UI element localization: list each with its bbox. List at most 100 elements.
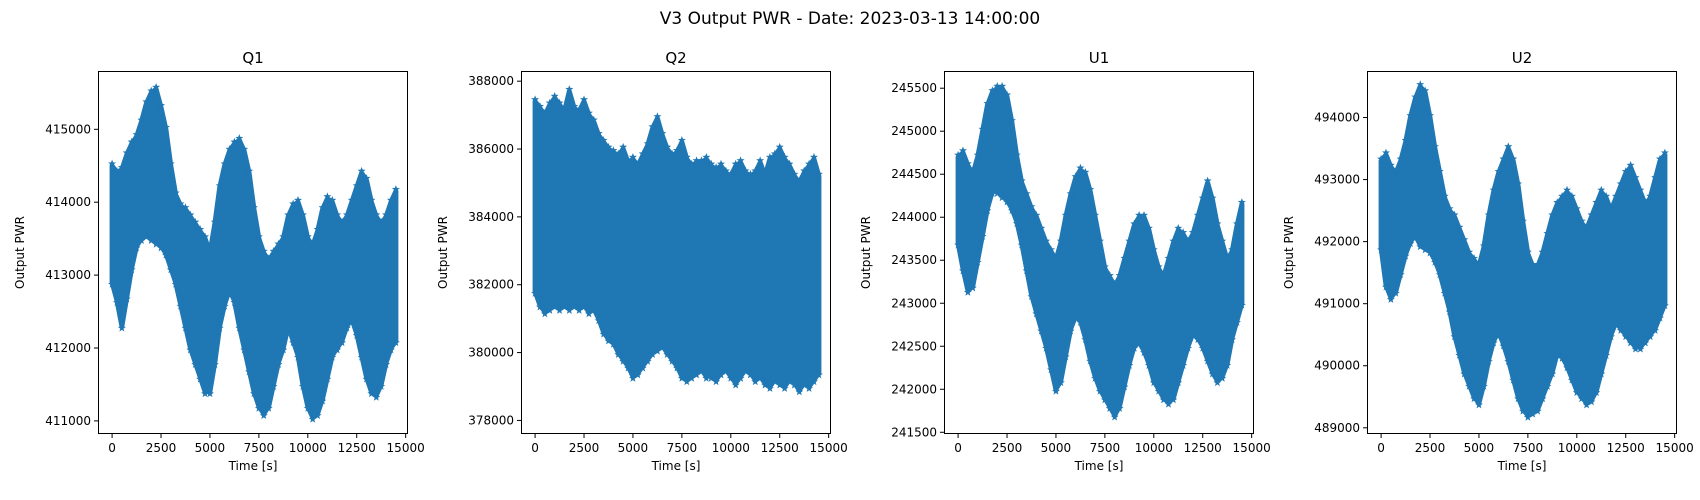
data-point-upper xyxy=(225,144,234,153)
data-point-upper xyxy=(1140,211,1149,219)
data-point-lower xyxy=(1213,378,1222,387)
data-point-lower xyxy=(1460,369,1469,378)
data-point-upper xyxy=(1184,236,1193,245)
data-point-upper xyxy=(580,95,589,103)
x-tick-label: 2500 xyxy=(992,441,1023,455)
data-point-lower xyxy=(1232,318,1241,326)
data-point-lower xyxy=(677,374,686,382)
data-point-lower xyxy=(308,415,317,423)
data-point-lower xyxy=(333,345,342,354)
data-point-lower xyxy=(535,302,544,311)
data-point-lower xyxy=(1228,335,1237,344)
data-point-lower xyxy=(391,338,400,347)
data-point-lower xyxy=(377,382,386,390)
data-point-lower xyxy=(1465,382,1474,390)
data-point-upper xyxy=(333,210,342,219)
data-point-lower xyxy=(1631,344,1640,353)
data-point-upper xyxy=(1391,167,1400,175)
data-point-upper xyxy=(1450,210,1459,219)
data-point-lower xyxy=(1032,309,1041,318)
data-point-upper xyxy=(112,166,121,175)
data-point-upper xyxy=(259,247,268,255)
data-point-lower xyxy=(1022,266,1031,275)
data-point-lower xyxy=(736,374,745,382)
data-point-lower xyxy=(721,367,730,375)
data-point-lower xyxy=(1003,197,1012,206)
data-point-lower xyxy=(372,393,381,401)
x-tick-label: 15000 xyxy=(1233,441,1271,455)
data-point-lower xyxy=(161,251,170,259)
data-point-lower xyxy=(347,316,356,325)
data-point-upper xyxy=(166,159,175,168)
data-point-lower xyxy=(963,288,972,296)
data-point-upper xyxy=(731,159,740,168)
data-point-upper xyxy=(1105,271,1114,279)
data-point-lower xyxy=(1125,361,1134,369)
data-point-lower xyxy=(1474,400,1483,409)
y-tick-label: 411000 xyxy=(45,414,91,428)
data-point-lower xyxy=(235,323,244,332)
marker-group xyxy=(954,82,1246,421)
data-point-upper xyxy=(594,129,603,137)
data-point-upper xyxy=(988,86,997,94)
data-point-lower xyxy=(176,302,185,310)
data-point-upper xyxy=(1130,219,1139,228)
data-point-upper xyxy=(983,99,992,107)
y-tick-label: 388000 xyxy=(468,74,514,88)
data-point-lower xyxy=(550,302,559,311)
x-tick-label: 10000 xyxy=(1558,441,1596,455)
data-point-upper xyxy=(352,181,361,190)
x-axis-label: Time [s] xyxy=(651,459,701,473)
data-point-lower xyxy=(795,387,804,396)
data-point-upper xyxy=(367,196,376,204)
y-tick-label: 414000 xyxy=(45,195,91,209)
data-point-upper xyxy=(1499,154,1508,163)
data-point-upper xyxy=(1626,160,1635,169)
data-point-upper xyxy=(1484,210,1493,219)
data-point-lower xyxy=(545,306,554,314)
data-point-upper xyxy=(1022,189,1031,198)
data-point-upper xyxy=(697,156,706,164)
data-point-lower xyxy=(1081,335,1090,344)
data-point-upper xyxy=(142,97,151,106)
data-point-lower xyxy=(1218,374,1227,382)
data-point-lower xyxy=(1381,282,1390,291)
data-point-upper xyxy=(1435,167,1444,175)
data-point-upper xyxy=(780,153,789,161)
data-point-lower xyxy=(362,374,371,383)
y-tick-label: 489000 xyxy=(1314,421,1360,435)
data-point-upper xyxy=(147,86,156,95)
data-point-lower xyxy=(697,367,706,375)
data-point-lower xyxy=(230,298,239,307)
data-point-lower xyxy=(1611,320,1620,328)
data-point-lower xyxy=(1577,394,1586,403)
data-point-upper xyxy=(795,176,804,185)
data-point-lower xyxy=(1135,339,1144,348)
x-axis-label: Time [s] xyxy=(1074,459,1124,473)
data-point-lower xyxy=(127,265,136,274)
data-point-upper xyxy=(658,129,667,137)
data-point-lower xyxy=(1076,318,1085,326)
data-point-upper xyxy=(1056,236,1065,245)
data-point-lower xyxy=(1042,344,1051,352)
data-point-lower xyxy=(1203,356,1212,365)
data-point-upper xyxy=(1523,247,1532,256)
data-point-lower xyxy=(1037,326,1046,335)
data-point-upper xyxy=(575,105,584,114)
data-point-lower xyxy=(122,294,131,303)
data-point-upper xyxy=(215,181,224,190)
data-point-lower xyxy=(560,302,569,311)
data-point-upper xyxy=(555,98,564,107)
data-point-upper xyxy=(663,142,672,151)
data-point-upper xyxy=(712,163,721,171)
data-point-lower xyxy=(215,323,224,332)
data-point-lower xyxy=(1188,331,1197,339)
data-point-lower xyxy=(1017,240,1026,249)
data-point-upper xyxy=(284,210,293,219)
data-point-lower xyxy=(328,353,337,361)
axes-frame xyxy=(944,71,1254,434)
data-point-upper xyxy=(1636,185,1645,194)
x-tick-label: 0 xyxy=(108,441,116,455)
data-point-lower xyxy=(289,338,298,347)
